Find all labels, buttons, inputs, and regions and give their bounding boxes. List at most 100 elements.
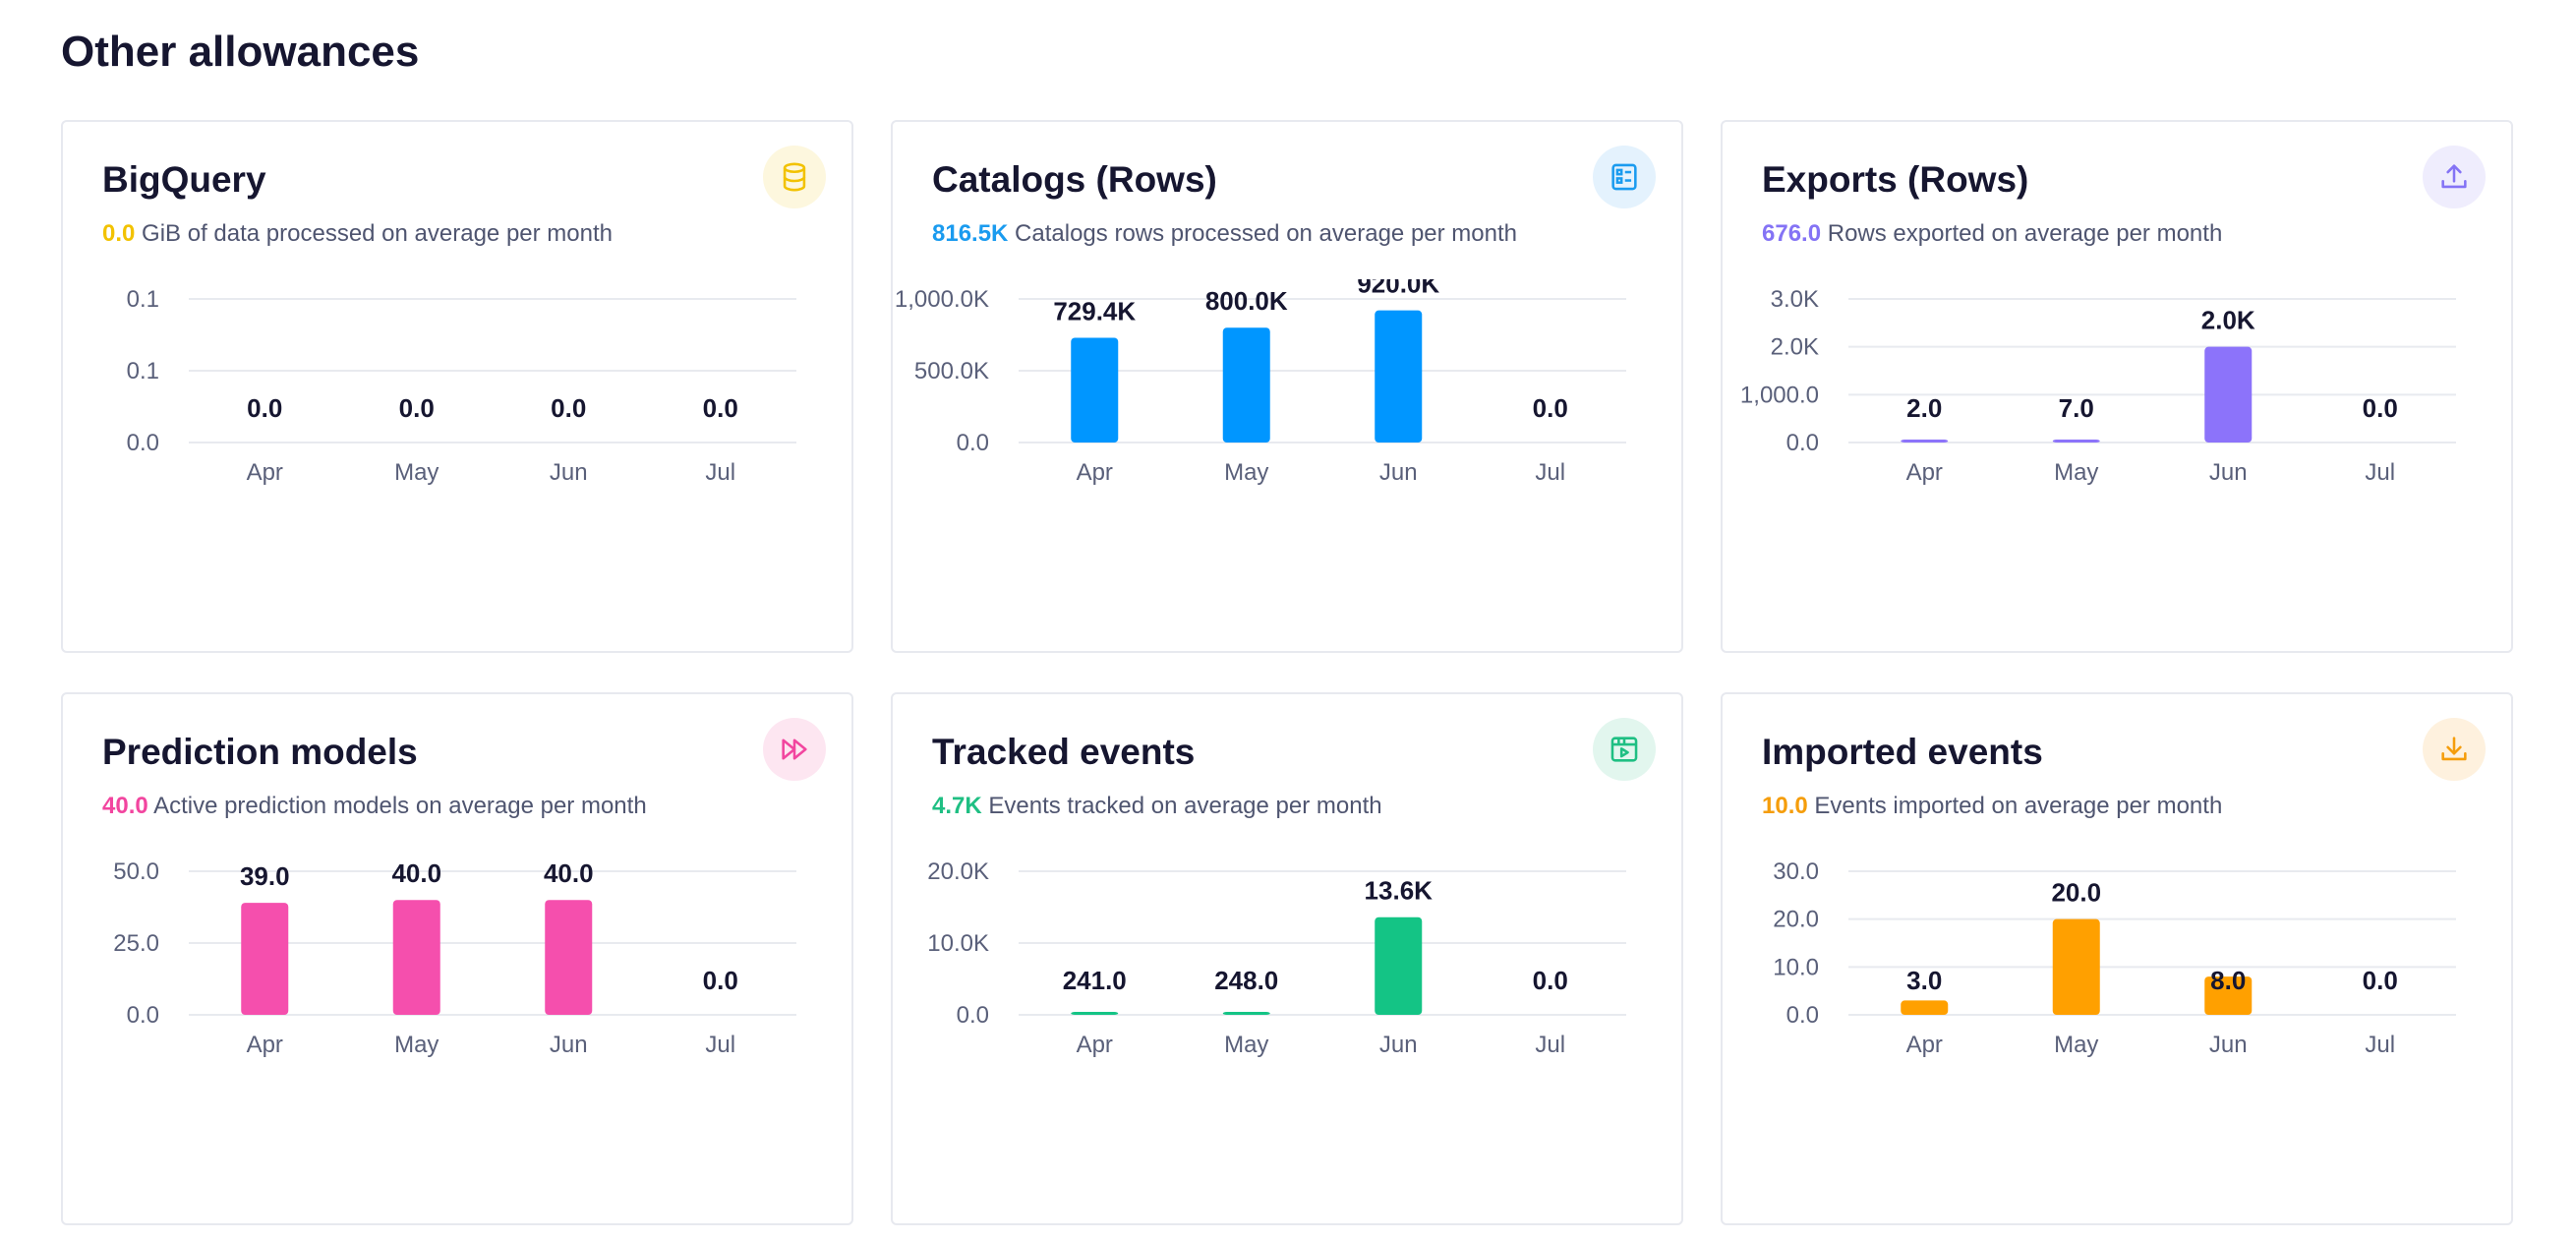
data-label: 0.0 xyxy=(703,393,738,423)
card-title: Catalogs (Rows) xyxy=(932,159,1217,200)
data-label: 13.6K xyxy=(1365,876,1434,906)
y-tick-label: 10.0K xyxy=(927,930,989,957)
card-title: Exports (Rows) xyxy=(1762,159,2029,200)
tracked-events-chart: 0.0 10.0K 20.0K 241.0 Apr 248.0 May 13.6K Jun 0.0… xyxy=(927,858,1626,1058)
exports-rows-chart: 0.0 1,000.0 2.0K 3.0K 2.0 Apr 7.0 May 2.0K Jun 0.0… xyxy=(1740,286,2456,486)
card-highlight-value: 4.7K xyxy=(932,793,982,819)
card-subtitle-text: Events imported on average per month xyxy=(1807,793,2223,819)
y-tick-label: 25.0 xyxy=(113,930,159,957)
data-label: 8.0 xyxy=(2210,966,2246,995)
y-tick-label: 0.0 xyxy=(957,430,989,456)
bar[interactable] xyxy=(1901,440,1949,443)
card-highlight-value: 40.0 xyxy=(102,793,148,819)
card-title: Prediction models xyxy=(102,732,418,772)
bar[interactable] xyxy=(1071,1012,1119,1015)
fast-forward-icon xyxy=(763,718,826,781)
data-label: 0.0 xyxy=(2363,966,2398,995)
bar[interactable] xyxy=(2052,918,2100,1015)
download-icon-glyph xyxy=(2441,737,2467,761)
exports-rows-card: Exports (Rows) 676.0 Rows exported on av… xyxy=(1721,120,2513,653)
bar[interactable] xyxy=(1222,1012,1270,1015)
catalogs-rows-card: Catalogs (Rows) 816.5K Catalogs rows pro… xyxy=(891,120,1683,653)
fast-forward-icon-glyph xyxy=(782,739,807,760)
y-tick-label: 20.0K xyxy=(927,858,989,885)
data-label: 39.0 xyxy=(240,861,290,891)
y-tick-label: 0.0 xyxy=(127,430,159,456)
database-icon-glyph xyxy=(783,162,806,192)
y-tick-label: 1,000.0K xyxy=(895,286,989,313)
y-tick-label: 0.0 xyxy=(1786,1002,1819,1029)
card-subtitle-text: GiB of data processed on average per mon… xyxy=(135,220,613,247)
data-label: 0.0 xyxy=(1533,966,1568,995)
x-tick-label: Jun xyxy=(1379,1032,1418,1058)
prediction-models-card: Prediction models 40.0 Active prediction… xyxy=(61,692,853,1225)
card-subtitle: 40.0 Active prediction models on average… xyxy=(102,793,647,820)
data-label: 920.0K xyxy=(1357,279,1439,299)
x-tick-label: Jul xyxy=(1535,459,1565,486)
upload-icon xyxy=(2423,146,2486,208)
x-tick-label: Apr xyxy=(1906,1032,1943,1058)
y-tick-label: 30.0 xyxy=(1773,858,1819,885)
data-label: 2.0K xyxy=(2201,306,2255,335)
bar[interactable] xyxy=(545,900,593,1015)
x-tick-label: May xyxy=(394,459,439,486)
bar[interactable] xyxy=(1375,310,1423,443)
bar[interactable] xyxy=(241,903,289,1015)
card-subtitle: 0.0 GiB of data processed on average per… xyxy=(102,220,613,248)
x-tick-label: May xyxy=(1224,459,1268,486)
bigquery-chart: 0.0 0.1 0.1 0.0 Apr 0.0 May 0.0 Jun 0.0 Jul xyxy=(127,286,796,486)
card-highlight-value: 0.0 xyxy=(102,220,136,247)
tracked-events-card: Tracked events 4.7K Events tracked on av… xyxy=(891,692,1683,1225)
bar[interactable] xyxy=(1071,337,1119,443)
card-subtitle: 10.0 Events imported on average per mont… xyxy=(1762,793,2222,820)
x-tick-label: May xyxy=(394,1032,439,1058)
x-tick-label: Jun xyxy=(2209,1032,2248,1058)
y-tick-label: 500.0K xyxy=(914,358,989,384)
y-tick-label: 0.1 xyxy=(127,286,159,313)
bar[interactable] xyxy=(2052,440,2100,443)
y-tick-label: 0.0 xyxy=(1786,430,1819,456)
data-label: 0.0 xyxy=(247,393,282,423)
x-tick-label: Jul xyxy=(2365,459,2395,486)
bar[interactable] xyxy=(392,900,440,1015)
data-label: 800.0K xyxy=(1205,286,1288,316)
catalogs-rows-chart: 0.0 500.0K 1,000.0K 729.4K Apr 800.0K May 920.0… xyxy=(895,279,1626,486)
catalog-icon xyxy=(1593,146,1656,208)
card-highlight-value: 676.0 xyxy=(1762,220,1822,247)
x-tick-label: Jul xyxy=(705,1032,735,1058)
data-label: 2.0 xyxy=(1906,393,1942,423)
bar[interactable] xyxy=(2204,976,2253,1015)
catalog-icon-glyph xyxy=(1611,163,1637,191)
x-tick-label: May xyxy=(1224,1032,1268,1058)
bar[interactable] xyxy=(1901,1000,1949,1015)
y-tick-label: 20.0 xyxy=(1773,907,1819,933)
x-tick-label: May xyxy=(2054,459,2098,486)
data-label: 241.0 xyxy=(1063,966,1127,995)
data-label: 20.0 xyxy=(2051,878,2101,908)
y-tick-label: 2.0K xyxy=(1771,334,1819,361)
data-label: 0.0 xyxy=(2363,393,2398,423)
data-label: 729.4K xyxy=(1053,297,1136,326)
x-tick-label: Jul xyxy=(2365,1032,2395,1058)
data-label: 0.0 xyxy=(551,393,586,423)
download-icon xyxy=(2423,718,2486,781)
imported-events-card: Imported events 10.0 Events imported on … xyxy=(1721,692,2513,1225)
card-subtitle: 676.0 Rows exported on average per month xyxy=(1762,220,2222,248)
data-label: 0.0 xyxy=(399,393,435,423)
video-window-icon-glyph xyxy=(1610,737,1638,762)
x-tick-label: Jun xyxy=(550,459,588,486)
data-label: 40.0 xyxy=(544,858,594,888)
data-label: 248.0 xyxy=(1214,966,1278,995)
x-tick-label: Apr xyxy=(247,1032,283,1058)
y-tick-label: 1,000.0 xyxy=(1740,382,1819,408)
y-tick-label: 50.0 xyxy=(113,858,159,885)
card-title: Imported events xyxy=(1762,732,2043,772)
x-tick-label: Apr xyxy=(1077,1032,1113,1058)
bar[interactable] xyxy=(1375,916,1423,1015)
x-tick-label: Jul xyxy=(1535,1032,1565,1058)
bar[interactable] xyxy=(2204,346,2253,443)
y-tick-label: 10.0 xyxy=(1773,954,1819,980)
y-tick-label: 0.0 xyxy=(957,1002,989,1029)
x-tick-label: Jun xyxy=(1379,459,1418,486)
bar[interactable] xyxy=(1222,327,1270,443)
